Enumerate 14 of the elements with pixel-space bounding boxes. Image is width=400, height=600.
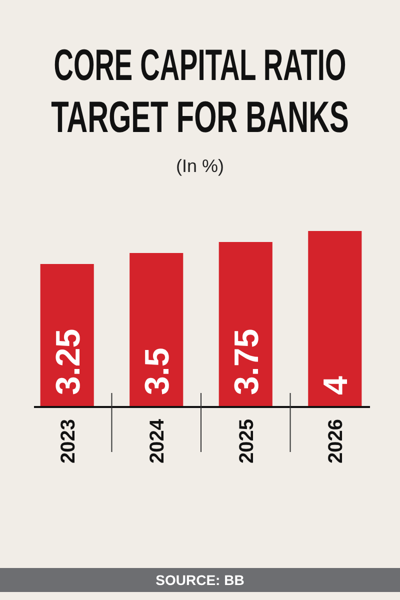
- chart-subtitle: (In %): [176, 156, 224, 176]
- source-note: SOURCE: BB: [156, 572, 244, 588]
- data-label: 3.75: [228, 328, 266, 395]
- data-label: 4: [317, 376, 356, 395]
- data-label: 3.5: [138, 348, 177, 395]
- bar: [130, 253, 184, 407]
- x-tick-label: 2026: [325, 419, 348, 464]
- data-label: 3.25: [49, 328, 88, 395]
- bar: [308, 231, 362, 407]
- bar: [218, 242, 272, 407]
- x-tick-label: 2024: [146, 418, 169, 464]
- chart-title: CORE CAPITAL RATIO TARGET FOR BANKS: [51, 40, 349, 142]
- x-tick-label: 2025: [236, 419, 258, 464]
- x-tick-label: 2023: [57, 419, 80, 464]
